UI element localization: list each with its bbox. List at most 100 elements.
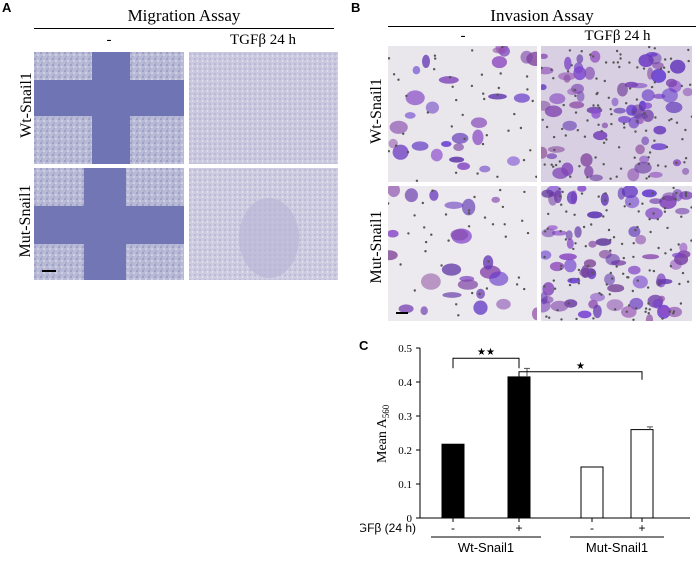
pore-dot (672, 186, 675, 190)
treatment-mark: + (638, 521, 645, 535)
pore-dot (645, 177, 648, 180)
pore-dot (480, 73, 484, 76)
pore-dot (560, 264, 563, 267)
cell-blob (549, 93, 566, 105)
pore-dot (483, 97, 486, 101)
cell-blob (629, 297, 644, 310)
cell-blob (679, 242, 688, 253)
pore-dot (667, 70, 670, 74)
cell-blob (593, 304, 602, 319)
cell-blob (449, 156, 465, 163)
pore-dot (515, 283, 519, 286)
pore-dot (522, 158, 526, 162)
pore-dot (471, 291, 474, 295)
pore-dot (523, 190, 526, 194)
cell-blob (576, 91, 585, 102)
pore-dot (628, 87, 632, 90)
migration-image-mut-control (34, 168, 184, 280)
cell-blob (541, 66, 554, 75)
pore-dot (626, 276, 629, 279)
pore-dot (467, 225, 471, 228)
cell-blob (420, 306, 428, 316)
pore-dot (576, 129, 579, 132)
pore-dot (467, 209, 471, 212)
cell-blob (488, 93, 507, 100)
pore-dot (455, 303, 458, 306)
y-tick-label: 0 (407, 513, 413, 525)
pore-dot (647, 302, 650, 305)
pore-dot (450, 125, 453, 128)
cell-blob (404, 188, 418, 203)
cell-blob (649, 171, 663, 178)
cell-blob (489, 271, 509, 286)
pore-dot (574, 242, 577, 245)
pore-dot (519, 126, 523, 130)
cell-blob (411, 141, 429, 151)
pore-dot (572, 247, 575, 251)
cell-blob (398, 304, 414, 314)
pore-dot (657, 282, 661, 285)
pore-dot (485, 134, 488, 137)
pore-dot (455, 98, 458, 102)
invasion-scale-bar (396, 312, 408, 314)
cell-blob (646, 52, 658, 57)
pore-dot (568, 283, 572, 287)
pore-dot (636, 225, 639, 229)
pore-dot (610, 113, 613, 116)
pore-dot (482, 92, 485, 95)
y-tick-label: 0.5 (398, 343, 412, 355)
pore-dot (605, 138, 608, 141)
cell-blob (479, 165, 491, 173)
pore-dot (663, 210, 667, 213)
pore-dot (471, 49, 474, 52)
pore-dot (559, 267, 563, 270)
cell-blob (639, 155, 650, 164)
cell-blob (645, 314, 654, 321)
pore-dot (544, 230, 547, 233)
pore-dot (632, 110, 635, 114)
invasion-image-mut-control (388, 186, 537, 321)
cell-blob (651, 68, 667, 83)
pore-dot (394, 144, 398, 147)
cell-blob (682, 167, 690, 175)
pore-dot (632, 255, 635, 259)
cell-blob (547, 225, 558, 231)
pore-dot (637, 162, 641, 166)
pore-dot (433, 54, 437, 57)
pore-dot (570, 64, 573, 67)
cell-blob (628, 226, 641, 237)
pore-dot (690, 239, 692, 242)
cell-blob (542, 282, 555, 296)
pore-dot (545, 125, 549, 129)
pore-dot (578, 165, 581, 168)
cell-blob (441, 263, 462, 276)
pore-dot (423, 226, 426, 229)
cell-blob (642, 254, 660, 260)
cell-blob (425, 101, 439, 114)
pore-dot (569, 175, 572, 178)
cell-blob (573, 66, 587, 81)
pore-dot (605, 283, 608, 286)
pore-dot (583, 135, 587, 138)
pore-dot (604, 199, 607, 202)
pore-dot (612, 61, 615, 64)
pore-dot (503, 223, 506, 226)
cell-blob (605, 253, 620, 266)
pore-dot (651, 192, 654, 195)
cell-blob (665, 78, 678, 88)
pore-dot (523, 287, 526, 291)
invasion-image-wt-tgfb (541, 46, 692, 182)
cell-blob (584, 165, 594, 178)
pore-dot (554, 163, 558, 167)
pore-dot (513, 112, 516, 116)
panel-c-letter: C (359, 338, 369, 353)
pore-dot (664, 252, 667, 255)
pore-dot (663, 207, 667, 210)
pore-dot (526, 88, 529, 91)
pore-dot (684, 157, 688, 160)
cell-blob (588, 240, 597, 248)
cell-blob (641, 109, 654, 122)
pore-dot (561, 190, 564, 194)
panel-a-letter: A (2, 0, 12, 15)
cell-blob (652, 298, 663, 309)
